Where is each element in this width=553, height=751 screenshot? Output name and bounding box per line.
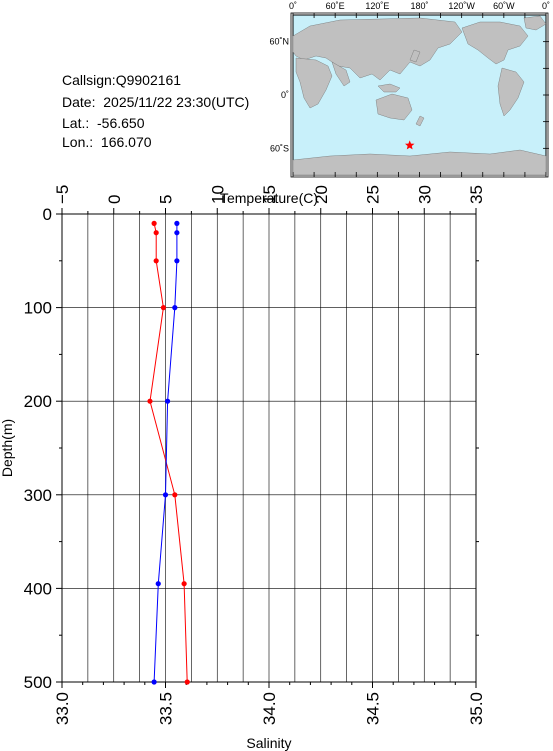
- longitude-text: Lon.: 166.070: [62, 134, 152, 150]
- depth-tick-label: 300: [24, 486, 52, 505]
- map-land: [292, 15, 547, 176]
- map-lon-label: 60˚W: [493, 1, 515, 11]
- world-map: 0˚ 60˚E 120˚E 180˚ 120˚W 60˚W 0˚ 60˚N 0˚ 60˚S: [269, 1, 550, 178]
- salinity-tick-label: 33.5: [157, 692, 176, 725]
- map-lon-label: 60˚E: [326, 1, 345, 11]
- map-lat-label: 0˚: [281, 90, 289, 100]
- depth-tick-label: 200: [24, 392, 52, 411]
- temperature-tick-label: 0: [105, 195, 124, 204]
- temperature-data-point: [151, 220, 157, 226]
- temperature-tick-label: −5: [53, 185, 72, 204]
- plot-series: [147, 220, 190, 685]
- temperature-tick-label: 35: [467, 185, 486, 204]
- temperature-data-point: [153, 258, 159, 264]
- latitude-text: Lat.: -56.650: [62, 115, 145, 131]
- plot-grid: [62, 214, 476, 682]
- map-lon-label: 180˚: [410, 1, 428, 11]
- depth-tick-label: 400: [24, 579, 52, 598]
- callsign-text: Callsign:Q9902161: [62, 72, 182, 88]
- salinity-axis-title: Salinity: [246, 735, 291, 751]
- salinity-tick-label: 35.0: [467, 692, 486, 725]
- temperature-axis-title: Temperature(C): [220, 190, 318, 206]
- temperature-data-point: [181, 581, 187, 587]
- depth-tick-label: 0: [43, 205, 52, 224]
- salinity-profile-line: [153, 223, 178, 683]
- map-axis-ticks: [292, 13, 549, 177]
- temperature-tick-label: 25: [364, 185, 383, 204]
- temperature-tick-label: 5: [157, 195, 176, 204]
- map-lon-label: 120˚W: [448, 1, 475, 11]
- salinity-data-point: [172, 305, 178, 311]
- salinity-data-point: [162, 492, 169, 498]
- depth-axis-title: Depth(m): [0, 419, 15, 477]
- temperature-data-point: [172, 492, 178, 498]
- salinity-data-point: [174, 258, 180, 264]
- salinity-data-point: [164, 398, 171, 404]
- salinity-tick-label: 33.0: [53, 692, 72, 725]
- salinity-tick-label: 34.0: [260, 692, 279, 725]
- salinity-tick-label: 34.5: [364, 692, 383, 725]
- station-marker-icon: [405, 140, 415, 150]
- temperature-tick-label: 20: [312, 185, 331, 204]
- map-lat-label: 60˚S: [270, 143, 289, 153]
- station-star: [405, 140, 415, 150]
- salinity-data-point: [174, 230, 180, 236]
- date-text: Date: 2025/11/22 23:30(UTC): [62, 94, 250, 110]
- map-lat-label: 60˚N: [269, 37, 289, 47]
- temperature-profile-line: [149, 223, 188, 683]
- temperature-data-point: [184, 679, 190, 685]
- temperature-data-point: [153, 230, 159, 236]
- map-lon-label: 0˚: [542, 1, 550, 11]
- map-lon-label: 0˚: [289, 1, 297, 11]
- temperature-tick-label: 30: [415, 185, 434, 204]
- temperature-tick-label: 15: [260, 185, 279, 204]
- salinity-data-point: [151, 679, 157, 685]
- temperature-data-point: [147, 398, 153, 404]
- salinity-data-point: [155, 581, 161, 587]
- depth-tick-label: 500: [24, 673, 52, 692]
- temperature-data-point: [160, 305, 167, 311]
- temperature-tick-label: 10: [208, 185, 227, 204]
- salinity-data-point: [174, 220, 180, 226]
- map-lon-label: 120˚E: [365, 1, 389, 11]
- map-axis-labels: 0˚ 60˚E 120˚E 180˚ 120˚W 60˚W 0˚ 60˚N 0˚ 60˚S: [269, 1, 550, 153]
- depth-tick-label: 100: [24, 299, 52, 318]
